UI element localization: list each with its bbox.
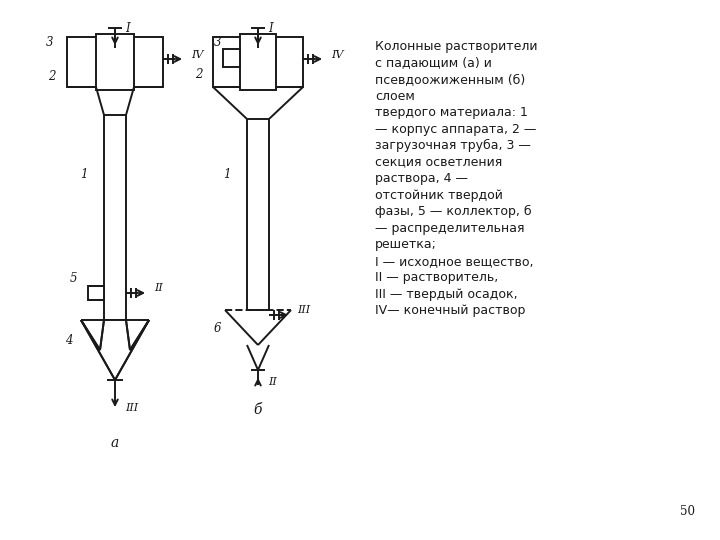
Text: IV: IV	[191, 50, 203, 60]
Bar	[67, 37, 163, 87]
Text: II: II	[268, 377, 276, 387]
Bar	[240, 34, 276, 90]
Text: III: III	[125, 403, 138, 413]
Bar	[96, 34, 134, 90]
Text: 4: 4	[66, 334, 73, 347]
Text: 2: 2	[195, 69, 203, 82]
Text: 3: 3	[46, 36, 54, 49]
Text: II: II	[154, 283, 163, 293]
Text: III: III	[297, 305, 310, 315]
Text: 50: 50	[680, 505, 695, 518]
Bar	[104, 115, 126, 320]
Text: IV: IV	[331, 50, 343, 60]
Bar	[213, 37, 303, 87]
Text: б: б	[253, 403, 262, 417]
Bar	[247, 119, 269, 310]
Text: I: I	[125, 22, 130, 35]
Polygon shape	[81, 320, 149, 380]
Text: I: I	[268, 22, 273, 35]
Bar	[88, 286, 104, 300]
Text: 3: 3	[215, 36, 222, 49]
Text: 1: 1	[80, 168, 88, 181]
Text: 6: 6	[213, 321, 221, 334]
Text: Колонные растворители
с падающим (а) и
псевдоожиженным (б)
слоем
твердого матери: Колонные растворители с падающим (а) и п…	[375, 40, 538, 317]
Text: а: а	[111, 436, 119, 450]
Text: 2: 2	[48, 71, 55, 84]
Bar	[223, 49, 240, 67]
Text: 5: 5	[69, 272, 77, 285]
Text: 1: 1	[223, 167, 230, 180]
